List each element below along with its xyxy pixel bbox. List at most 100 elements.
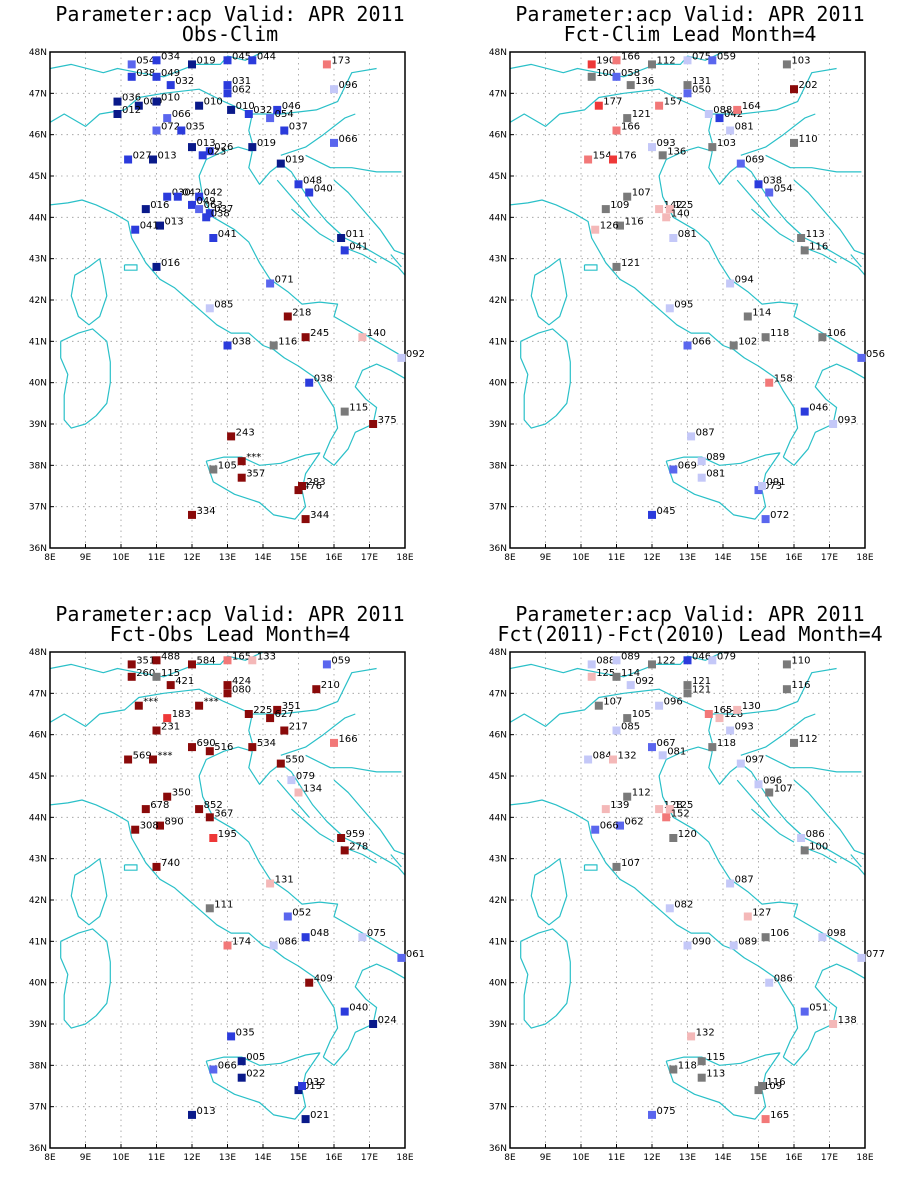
lon-tick-label: 11E bbox=[148, 1153, 165, 1163]
coast-segment bbox=[793, 179, 865, 256]
station-marker bbox=[708, 743, 717, 752]
station-marker bbox=[648, 510, 656, 519]
panel-title: Parameter:acp Valid: APR 2011 Obs-Clim bbox=[0, 4, 460, 44]
coast-segment bbox=[50, 667, 377, 728]
coast-segment bbox=[291, 808, 335, 843]
station-value-label: 278 bbox=[349, 841, 368, 852]
station-marker bbox=[248, 743, 257, 752]
coastline bbox=[50, 52, 405, 520]
station: 046 bbox=[273, 101, 301, 114]
lon-tick-label: 11E bbox=[608, 553, 625, 563]
station-marker bbox=[330, 138, 338, 147]
station: 071 bbox=[266, 275, 294, 288]
station: 110 bbox=[782, 655, 810, 669]
station-marker bbox=[223, 89, 232, 98]
lat-tick-label: 41N bbox=[29, 937, 47, 947]
station: 066 bbox=[591, 821, 619, 834]
station: 132 bbox=[609, 751, 637, 764]
station-value-label: 045 bbox=[232, 51, 251, 62]
lat-tick-label: 47N bbox=[489, 89, 507, 99]
station-marker bbox=[188, 743, 196, 752]
lat-tick-label: 44N bbox=[489, 213, 507, 223]
station-marker bbox=[665, 205, 674, 214]
station: 105 bbox=[623, 709, 651, 723]
lon-tick-label: 12E bbox=[183, 553, 200, 563]
station: 016 bbox=[152, 258, 180, 271]
station: 010 bbox=[227, 101, 255, 114]
station: 036 bbox=[113, 93, 141, 106]
station-value-label: 550 bbox=[285, 755, 304, 766]
station-value-label: 125 bbox=[674, 800, 693, 811]
coast-segment bbox=[248, 151, 405, 276]
station-marker bbox=[287, 776, 296, 785]
station-marker bbox=[305, 978, 314, 987]
station-value-label: 130 bbox=[742, 701, 761, 712]
station-marker bbox=[726, 879, 735, 888]
station-marker bbox=[697, 1073, 706, 1082]
station: *** bbox=[134, 697, 158, 710]
panel-title-line1: Parameter:acp Valid: APR 2011 bbox=[55, 602, 405, 626]
lat-tick-label: 39N bbox=[489, 420, 507, 430]
station-marker bbox=[294, 1086, 303, 1095]
station: 131 bbox=[266, 875, 294, 888]
station-value-label: 476 bbox=[303, 481, 322, 492]
station-marker bbox=[612, 72, 621, 81]
station: 125 bbox=[665, 200, 693, 214]
station-value-label: 063 bbox=[204, 200, 223, 211]
station-marker bbox=[209, 465, 218, 474]
station-marker bbox=[205, 904, 214, 913]
station: 096 bbox=[330, 80, 358, 94]
station-value-label: 217 bbox=[289, 722, 308, 733]
station-marker bbox=[655, 805, 664, 814]
station: 165 bbox=[761, 1110, 789, 1124]
station-value-label: 031 bbox=[232, 76, 251, 87]
lat-tick-label: 36N bbox=[29, 1144, 47, 1154]
station: 061 bbox=[397, 949, 425, 962]
station: 034 bbox=[152, 51, 180, 65]
station-marker bbox=[648, 660, 656, 669]
station-value-label: 190 bbox=[596, 55, 615, 66]
station: 120 bbox=[669, 829, 697, 842]
station: 069 bbox=[736, 155, 764, 168]
station: 087 bbox=[726, 875, 754, 888]
station: 040 bbox=[305, 184, 333, 197]
station: 125 bbox=[587, 668, 615, 681]
station-value-label: 079 bbox=[717, 651, 736, 662]
station: 066 bbox=[209, 1061, 237, 1074]
lat-tick-label: 40N bbox=[489, 379, 507, 389]
station-marker bbox=[223, 56, 232, 65]
station-map: 36N 37N 38N 39N 40N 41N 42N 43N 44N 45N 46N 47N 48N 8… bbox=[29, 648, 425, 1163]
coast-segment bbox=[291, 208, 335, 243]
coast-segment bbox=[530, 858, 568, 926]
station: 038 bbox=[754, 175, 782, 189]
coast-segment bbox=[740, 113, 816, 156]
station-marker bbox=[612, 726, 621, 735]
station-value-label: 243 bbox=[236, 427, 255, 438]
station-value-label: 091 bbox=[767, 477, 786, 488]
station-value-label: 113 bbox=[806, 229, 825, 240]
station: 121 bbox=[623, 109, 651, 123]
station-value-label: 046 bbox=[809, 403, 828, 414]
station-value-label: 066 bbox=[692, 337, 711, 348]
station-marker bbox=[612, 262, 621, 271]
station-value-label: *** bbox=[158, 751, 173, 762]
station-marker bbox=[205, 147, 214, 156]
lon-tick-label: 15E bbox=[290, 553, 307, 563]
station: 081 bbox=[669, 229, 697, 242]
station: 075 bbox=[358, 928, 386, 942]
station: 115 bbox=[697, 1052, 725, 1066]
station-value-label: 096 bbox=[339, 80, 358, 91]
lat-tick-label: 38N bbox=[489, 1061, 507, 1071]
station-marker bbox=[301, 333, 310, 342]
station: 130 bbox=[733, 701, 761, 714]
station: 050 bbox=[683, 84, 711, 98]
station-marker bbox=[205, 304, 214, 313]
panel-title: Parameter:acp Valid: APR 2011 Fct-Clim L… bbox=[460, 4, 920, 44]
station-value-label: 024 bbox=[378, 1015, 397, 1026]
station-marker bbox=[195, 101, 204, 110]
lat-tick-label: 47N bbox=[489, 689, 507, 699]
station-marker bbox=[248, 143, 257, 152]
station-value-label: 121 bbox=[692, 684, 711, 695]
station-value-label: 959 bbox=[346, 829, 365, 840]
station: 116 bbox=[782, 680, 810, 694]
